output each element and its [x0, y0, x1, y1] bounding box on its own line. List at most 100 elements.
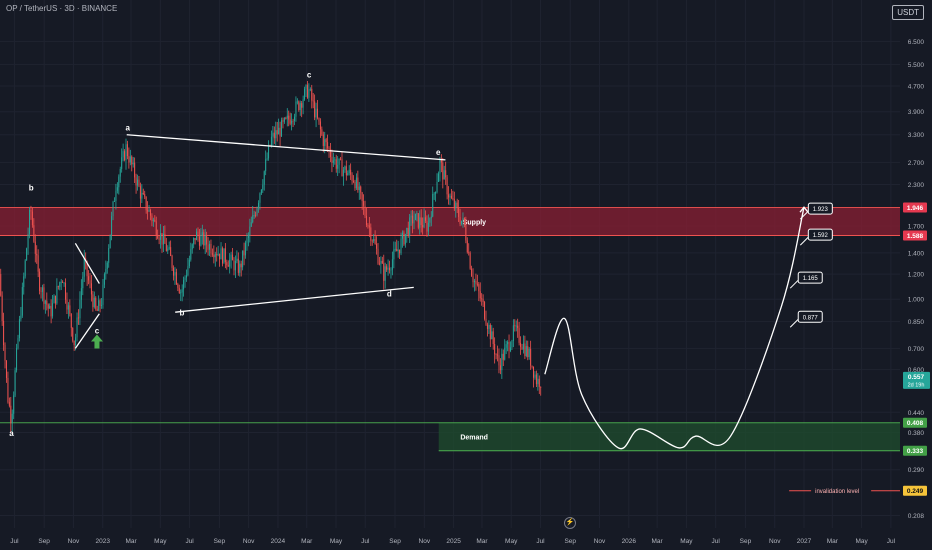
candle-body	[350, 169, 352, 175]
candle-body	[437, 173, 439, 182]
candle-body	[18, 319, 20, 339]
x-tick-label: May	[505, 538, 518, 545]
candle-body	[463, 217, 465, 225]
y-tick-label: 1.000	[908, 297, 925, 304]
candle-body	[435, 191, 437, 194]
candle-body	[281, 120, 283, 137]
target-box	[797, 271, 823, 284]
candle-body	[4, 345, 6, 361]
candle-body	[63, 282, 65, 284]
y-tick-label: 3.300	[908, 132, 925, 139]
candle-body	[26, 248, 28, 261]
candle-body	[76, 317, 78, 338]
last-price-value: 0.557	[908, 374, 925, 381]
price-badge-label: 1.588	[907, 233, 924, 240]
candle-body	[472, 276, 474, 283]
candle-body	[147, 210, 149, 212]
candle-body	[492, 331, 494, 345]
x-tick-label: Nov	[243, 538, 255, 545]
candle-body	[135, 177, 137, 186]
candle-body	[160, 233, 162, 240]
candle-body	[253, 215, 255, 216]
candle-body	[282, 120, 284, 122]
target-label: 1.165	[803, 276, 819, 282]
candle-body	[273, 132, 275, 139]
candle-body	[217, 253, 219, 256]
candle-body	[54, 295, 56, 304]
candle-body	[30, 210, 32, 212]
candle-body	[509, 347, 511, 351]
candle-body	[115, 190, 117, 201]
candle-body	[98, 300, 100, 311]
candle-body	[295, 101, 297, 117]
candle-body	[357, 177, 359, 191]
x-tick-label: Sep	[38, 538, 50, 545]
candle-body	[131, 156, 133, 165]
price-badge-label: 0.408	[907, 420, 924, 427]
x-tick-label: Nov	[68, 538, 80, 545]
candle-body	[540, 386, 542, 388]
candle-body	[116, 187, 118, 191]
candle-body	[75, 337, 77, 346]
candle-body	[517, 325, 519, 329]
candle-body	[488, 324, 490, 329]
target-pointer	[789, 279, 799, 289]
y-tick-label: 0.600	[908, 367, 925, 374]
candle-body	[183, 280, 185, 290]
candle-body	[520, 342, 522, 347]
candle-body	[168, 247, 170, 249]
candle-body	[347, 173, 349, 176]
candle-body	[59, 282, 61, 287]
candle-body	[245, 242, 247, 256]
candle-body	[325, 139, 327, 143]
candle-body	[197, 231, 199, 237]
candle-body	[101, 304, 103, 306]
x-tick-label: Sep	[214, 538, 226, 545]
candle-body	[422, 225, 424, 228]
candle-body	[436, 181, 438, 192]
x-tick-label: 2024	[271, 538, 286, 545]
candle-body	[319, 121, 321, 130]
candle-body	[376, 243, 378, 249]
candle-body	[154, 219, 156, 222]
candle-body	[296, 101, 298, 103]
candle-body	[29, 210, 31, 234]
wave-label-b: b	[29, 184, 34, 193]
candle-body	[249, 226, 251, 236]
candle-body	[475, 280, 477, 284]
x-tick-label: Sep	[740, 538, 752, 545]
candle-body	[491, 331, 493, 340]
candle-body	[124, 151, 126, 161]
candle-body	[148, 210, 150, 212]
candle-body	[10, 405, 12, 424]
trend-line	[74, 313, 100, 349]
y-tick-label: 6.500	[908, 39, 925, 46]
candle-body	[246, 238, 248, 243]
candle-body	[204, 235, 206, 246]
candle-body	[96, 308, 98, 311]
candle-body	[262, 184, 264, 190]
candle-body	[401, 232, 403, 239]
candle-body	[400, 238, 402, 254]
candle-body	[43, 287, 45, 304]
candle-body	[239, 263, 241, 273]
candle-body	[288, 115, 290, 120]
candle-body	[181, 289, 183, 293]
candle-body	[409, 217, 411, 236]
last-price-badge	[903, 371, 930, 389]
candle-body	[77, 317, 79, 319]
candle-body	[152, 219, 154, 222]
lightning-icon[interactable]: ⚡	[564, 517, 576, 529]
currency-badge[interactable]: USDT	[892, 5, 924, 20]
candle-body	[33, 225, 35, 242]
candle-body	[459, 217, 461, 224]
x-tick-label: May	[154, 538, 167, 545]
candle-body	[318, 117, 320, 122]
target-label: 0.877	[803, 315, 819, 321]
candle-body	[538, 378, 540, 387]
candle-body	[314, 101, 316, 118]
candle-body	[193, 238, 195, 245]
candle-body	[240, 263, 242, 268]
candle-body	[103, 274, 105, 285]
